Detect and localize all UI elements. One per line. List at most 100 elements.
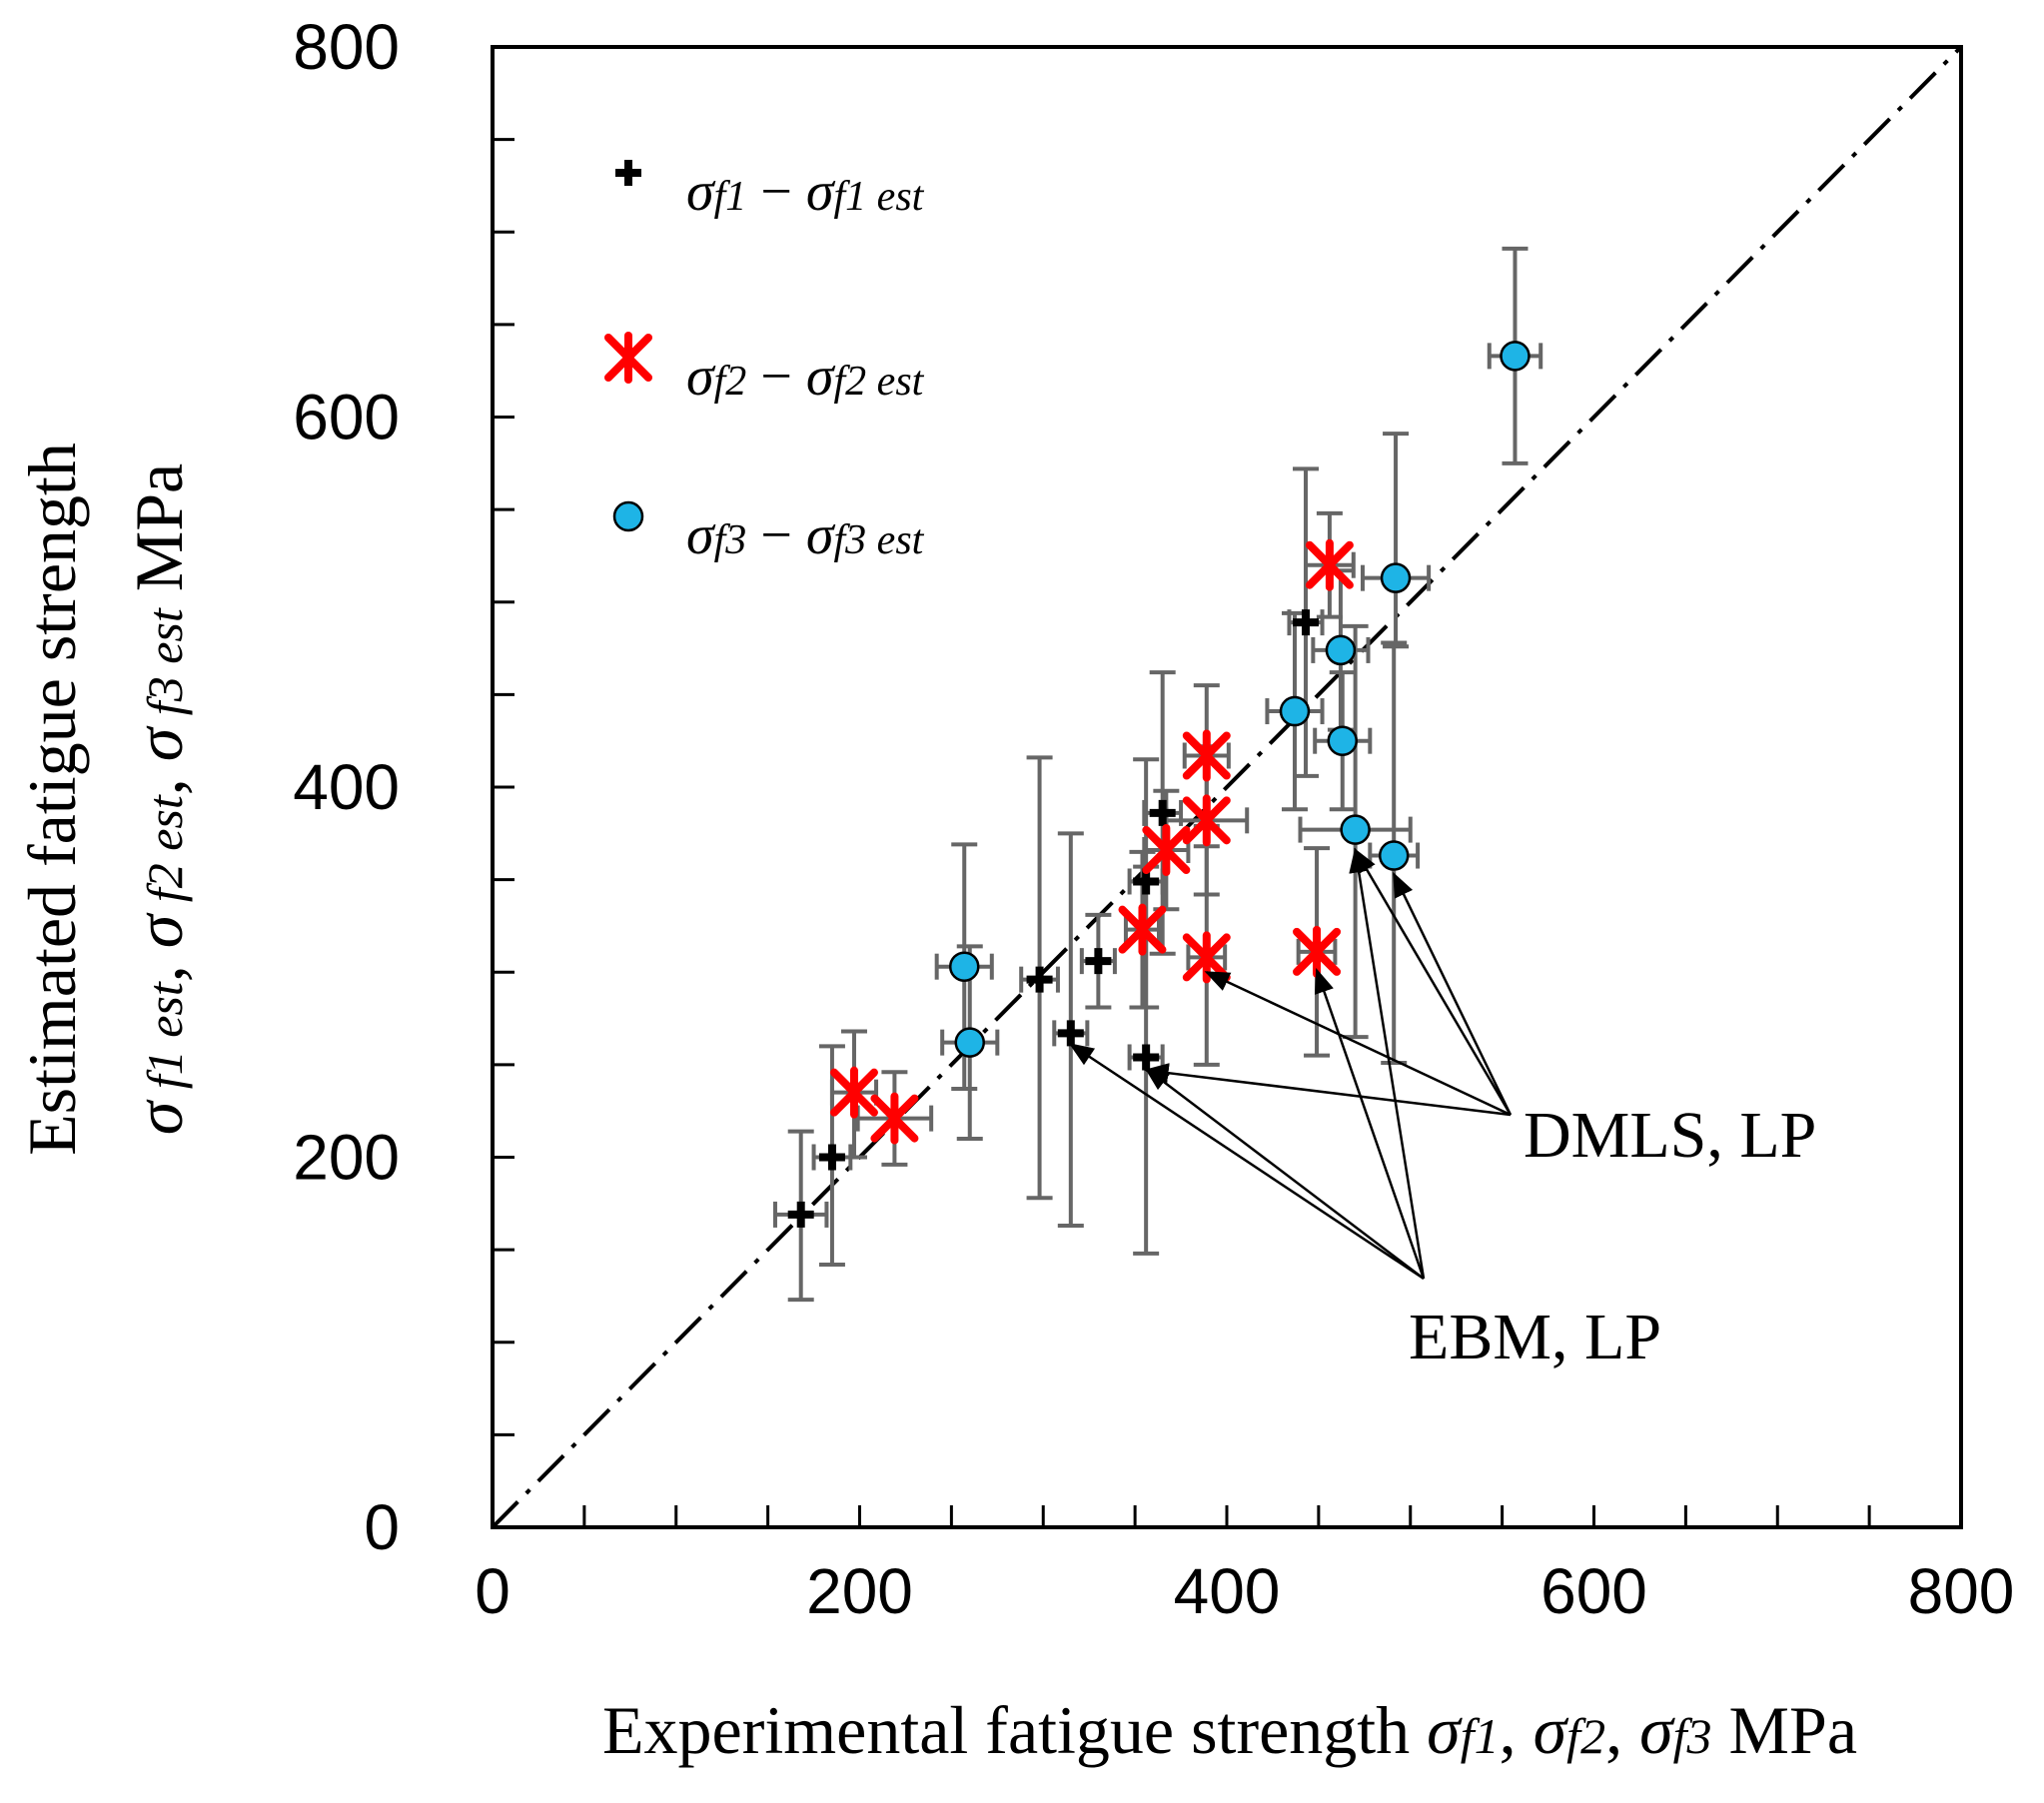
y-label-sigma: σ [121, 725, 197, 761]
x-axis-label: Experimental fatigue strength σf1, σf2, … [602, 1692, 1857, 1768]
data-point-circle [1327, 725, 1359, 756]
axis-labels: Experimental fatigue strength σf1, σf2, … [14, 443, 1857, 1768]
data-point-asterisk [1142, 823, 1191, 876]
y-tick-label: 0 [364, 1491, 400, 1563]
data-point-plus [1085, 948, 1112, 975]
y-label-sub: f1 est [137, 981, 193, 1102]
legend-sub: f1 [714, 174, 747, 220]
data-point-plus [1057, 1020, 1084, 1047]
x-label-sub: f3 [1673, 1708, 1712, 1764]
x-tick-label: 600 [1540, 1555, 1647, 1627]
legend-sigma: σ [686, 161, 716, 223]
annotation-arrow [1349, 847, 1426, 1280]
x-label-sigma: σ [1427, 1692, 1463, 1768]
legend-sigma: σ [806, 161, 836, 223]
y-axis-label-line1: Estimated fatigue strength [14, 443, 90, 1156]
data-point-asterisk [870, 1092, 919, 1145]
y-tick-label: 200 [293, 1122, 400, 1194]
y-axis-label-line2: σ f1 est, σ f2 est, σ f3 est MPa [121, 463, 197, 1135]
x-label-sigma: σ [1639, 1692, 1675, 1768]
x-label-prefix: Experimental fatigue strength [602, 1692, 1427, 1768]
legend-label: σf1 − σf1 est [686, 161, 925, 223]
legend-marker-asterisk [604, 332, 652, 384]
legend-marker-plus [615, 160, 641, 186]
axis-ticks [493, 138, 1871, 1527]
annotation-label: EBM, LP [1409, 1301, 1661, 1373]
y-label-sigma: σ [121, 912, 197, 948]
legend-sigma: σ [806, 504, 836, 566]
annotation-arrow [1068, 1043, 1425, 1281]
legend-sub: f3 est [834, 517, 925, 563]
legend-sigma: σ [806, 346, 836, 408]
legend-label: σf3 − σf3 est [686, 504, 925, 566]
y-axis-label-line1-group: Estimated fatigue strength [14, 443, 90, 1156]
data-markers [787, 341, 1531, 1228]
data-point-asterisk [1305, 538, 1354, 591]
data-point-asterisk [1118, 903, 1167, 956]
annotation-arrow [1393, 871, 1513, 1116]
legend-label: σf2 − σf2 est [686, 346, 925, 408]
tick-labels: 0 200 400 600 800 0 200 400 600 800 [293, 11, 2014, 1627]
annotation-arrow [1204, 971, 1512, 1117]
y-label-sigma: σ [121, 1099, 197, 1135]
data-point-asterisk [1182, 794, 1231, 847]
x-tick-label: 400 [1174, 1555, 1281, 1627]
x-label-sep: , [1500, 1692, 1533, 1768]
y-tick-label: 800 [293, 11, 400, 83]
x-label-sub: f1 [1461, 1708, 1500, 1764]
data-point-plus [1149, 799, 1176, 826]
x-tick-label: 0 [475, 1555, 511, 1627]
legend-dash: − [746, 504, 806, 566]
annotation-arrow [1143, 1063, 1512, 1117]
y-axis-label-line2-group: σ f1 est, σ f2 est, σ f3 est MPa [121, 463, 197, 1135]
data-point-plus [1133, 1044, 1160, 1071]
y-label-sep: , [121, 948, 197, 982]
data-point-circle [1340, 814, 1371, 845]
x-label-unit: MPa [1712, 1692, 1857, 1768]
data-point-plus [787, 1201, 814, 1228]
y-tick-label: 600 [293, 382, 400, 453]
data-point-circle [1378, 840, 1410, 871]
data-point-circle [1279, 695, 1311, 727]
legend-sigma: σ [686, 504, 716, 566]
data-point-circle [1380, 562, 1412, 593]
data-point-plus [1293, 609, 1320, 636]
legend-dash: − [746, 161, 806, 223]
y-label-sub: f3 est [137, 607, 193, 728]
legend-sub: f2 [714, 359, 747, 405]
annotation-label: DMLS, LP [1524, 1099, 1816, 1172]
annotation-arrow [1314, 968, 1426, 1280]
y-label-sub: f2 est [137, 794, 193, 915]
diagonal-line [491, 45, 1963, 1529]
y-label-sep: , [121, 761, 197, 795]
data-point-circle [954, 1027, 985, 1058]
error-bars [772, 246, 1543, 1303]
x-tick-label: 200 [806, 1555, 913, 1627]
x-tick-label: 800 [1908, 1555, 2015, 1627]
y-tick-label: 400 [293, 751, 400, 823]
legend-sub: f1 est [834, 174, 925, 220]
data-point-plus [818, 1144, 845, 1171]
annotation-arrow [1144, 1067, 1425, 1280]
x-label-sigma: σ [1533, 1692, 1569, 1768]
reference-line [491, 45, 1963, 1529]
data-point-asterisk [829, 1066, 878, 1119]
legend-sigma: σ [686, 346, 716, 408]
data-point-circle [1500, 341, 1531, 372]
data-point-asterisk [1293, 925, 1342, 978]
legend-marker-circle [612, 500, 644, 532]
annotation-arrow [1354, 847, 1513, 1116]
y-label-unit: MPa [121, 463, 197, 608]
data-point-circle [948, 951, 980, 982]
data-point-asterisk [1182, 729, 1231, 782]
annotations: DMLS, LP EBM, LP [1068, 847, 1816, 1373]
legend-sub: f2 est [834, 359, 925, 405]
x-label-sub: f2 [1566, 1708, 1605, 1764]
x-label-sep: , [1605, 1692, 1639, 1768]
data-point-circle [1325, 634, 1357, 666]
data-point-plus [1026, 966, 1053, 993]
legend-dash: − [746, 346, 806, 408]
